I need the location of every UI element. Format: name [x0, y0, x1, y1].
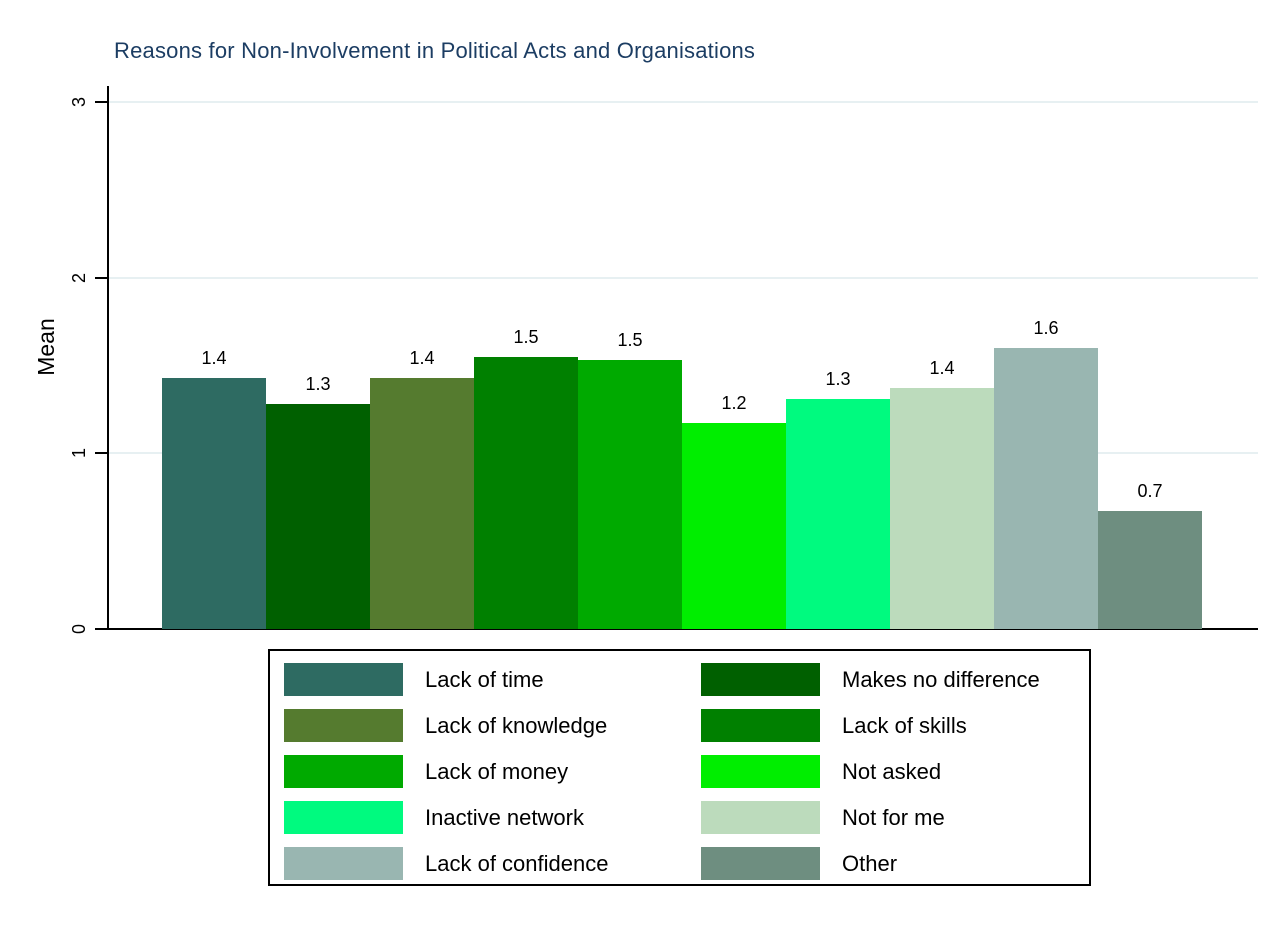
bar-lack-of-money [578, 360, 682, 629]
chart-title: Reasons for Non-Involvement in Political… [114, 38, 756, 63]
bar-lack-of-knowledge [370, 377, 474, 629]
legend-label: Lack of confidence [425, 850, 609, 876]
bar-value-label: 1.3 [305, 374, 331, 395]
y-tick-mark [95, 452, 108, 455]
y-tick-label: 0 [69, 624, 89, 635]
y-axis-line [107, 86, 109, 630]
legend-label: Not asked [842, 758, 942, 784]
bar-lack-of-confidence [994, 347, 1098, 629]
bar-value-label: 1.2 [721, 393, 747, 414]
legend-item: Lack of knowledge [284, 709, 701, 742]
bar-value-label: 1.4 [929, 358, 955, 379]
legend-item: Not for me [701, 801, 1089, 834]
legend-item: Lack of confidence [284, 847, 701, 880]
bar-value-label: 1.4 [201, 347, 227, 368]
bar-lack-of-skills [474, 356, 578, 629]
legend-item: Lack of time [284, 663, 701, 696]
legend-swatch-icon [701, 847, 820, 880]
bar-value-label: 1.4 [409, 347, 435, 368]
bar-value-label: 1.5 [513, 326, 539, 347]
legend-label: Makes no difference [842, 666, 1040, 692]
legend-swatch-icon [701, 755, 820, 788]
legend-swatch-icon [284, 709, 403, 742]
y-tick-label: 2 [69, 272, 89, 283]
legend-swatch-icon [701, 709, 820, 742]
legend-item: Lack of skills [701, 709, 1089, 742]
legend-item: Inactive network [284, 801, 701, 834]
bar-value-label: 1.6 [1033, 317, 1059, 338]
legend-label: Lack of knowledge [425, 712, 608, 738]
legend-item: Not asked [701, 755, 1089, 788]
legend-swatch-icon [284, 847, 403, 880]
legend-item: Other [701, 847, 1089, 880]
legend-label: Inactive network [425, 804, 584, 830]
bar-not-for-me [890, 388, 994, 629]
legend-swatch-icon [284, 663, 403, 696]
legend-swatch-icon [701, 663, 820, 696]
bar-value-label: 0.7 [1137, 481, 1163, 502]
bar-makes-no-difference [266, 404, 370, 629]
bar-not-asked [682, 423, 786, 629]
y-gridline [108, 276, 1258, 279]
y-tick-mark [95, 276, 108, 279]
x-axis-line [95, 628, 1258, 630]
y-gridline [108, 100, 1258, 103]
legend-label: Not for me [842, 804, 945, 830]
legend-label: Other [842, 850, 898, 876]
y-tick-label: 1 [69, 448, 89, 459]
bar-value-label: 1.3 [825, 368, 851, 389]
bar-inactive-network [786, 398, 890, 629]
y-tick-label: 3 [69, 96, 89, 107]
legend-label: Lack of time [425, 666, 544, 692]
legend: Lack of time Makes no difference Lack of k… [268, 649, 1091, 886]
bar-other [1098, 511, 1202, 629]
legend-swatch-icon [284, 755, 403, 788]
legend-swatch-icon [701, 801, 820, 834]
legend-item: Makes no difference [701, 663, 1089, 696]
legend-label: Lack of money [425, 758, 569, 784]
bar-lack-of-time [162, 377, 266, 629]
y-axis-label: Mean [33, 318, 59, 376]
y-tick-mark [95, 100, 108, 103]
legend-item: Lack of money [284, 755, 701, 788]
legend-label: Lack of skills [842, 712, 967, 738]
y-tick-mark [95, 628, 108, 630]
bar-value-label: 1.5 [617, 330, 643, 351]
legend-swatch-icon [284, 801, 403, 834]
